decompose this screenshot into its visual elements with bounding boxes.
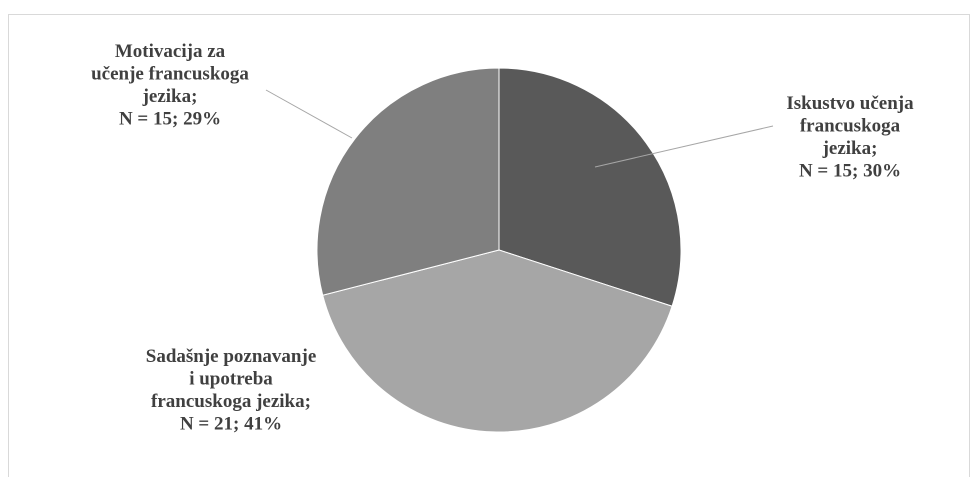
slice-motivacija-label-line: jezika; bbox=[142, 86, 198, 107]
chart-frame bbox=[8, 14, 970, 477]
leader-lines bbox=[265, 89, 774, 168]
slice-iskustvo-label: Iskustvo učenja francuskoga jezika; N = 15;… bbox=[786, 93, 914, 182]
slice-sadasnje-label-line: francuskoga jezika; bbox=[151, 391, 311, 412]
slice-iskustvo-label-line: Iskustvo učenja bbox=[786, 93, 914, 114]
slice-motivacija-label-line: N = 15; 29% bbox=[119, 109, 221, 130]
slice-labels: Iskustvo učenja francuskoga jezika; N = 15;… bbox=[91, 41, 914, 435]
slice-iskustvo bbox=[498, 67, 682, 307]
slice-sadasnje-label-line: N = 21; 41% bbox=[180, 414, 282, 435]
slice-sadasnje-label: Sadašnje poznavanje i upotreba francuskoga… bbox=[146, 346, 317, 435]
slice-motivacija bbox=[316, 67, 500, 296]
slice-sadasnje-label-line: i upotreba bbox=[189, 369, 273, 390]
slice-sadasnje-label-line: Sadašnje poznavanje bbox=[146, 346, 317, 367]
pie-slices bbox=[316, 67, 682, 433]
slice-iskustvo-label-line: jezika; bbox=[822, 138, 878, 159]
slice-sadasnje bbox=[322, 249, 673, 433]
slice-iskustvo-leader-line bbox=[594, 125, 774, 168]
slice-iskustvo-label-line: N = 15; 30% bbox=[799, 161, 901, 182]
slice-motivacija-label-line: učenje francuskoga bbox=[91, 64, 249, 85]
slice-motivacija-leader-line bbox=[265, 89, 353, 139]
slice-iskustvo-label-line: francuskoga bbox=[800, 116, 901, 137]
slice-motivacija-label-line: Motivacija za bbox=[115, 41, 226, 62]
slice-motivacija-label: Motivacija za učenje francuskoga jezika; N … bbox=[91, 41, 249, 130]
